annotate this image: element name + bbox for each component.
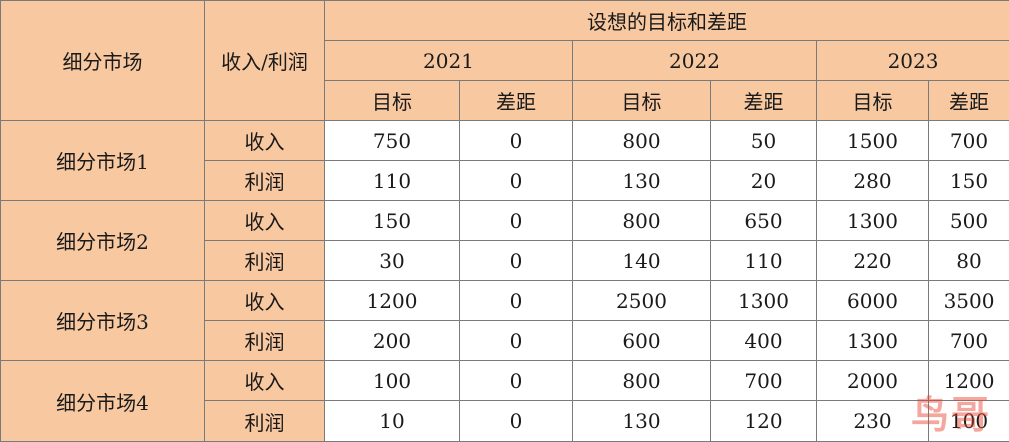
cell-target-2021: 200	[325, 321, 460, 361]
header-metric: 收入/利润	[205, 1, 325, 121]
table-row: 细分市场2 收入 150 0 800 650 1300 500	[1, 201, 1009, 241]
metric-label: 利润	[205, 161, 325, 201]
cell-target-2023: 6000	[817, 281, 929, 321]
cell-gap-2023: 700	[929, 121, 1009, 161]
cell-gap-2022: 700	[711, 361, 817, 401]
header-target-2021: 目标	[325, 81, 460, 121]
cell-target-2022: 130	[573, 401, 711, 442]
cell-gap-2023: 3500	[929, 281, 1009, 321]
cell-target-2022: 130	[573, 161, 711, 201]
segment-name: 细分市场4	[1, 361, 205, 442]
cell-gap-2021: 0	[460, 121, 573, 161]
cell-target-2022: 140	[573, 241, 711, 281]
cell-target-2021: 750	[325, 121, 460, 161]
cell-gap-2021: 0	[460, 321, 573, 361]
cell-target-2022: 600	[573, 321, 711, 361]
cell-target-2023: 1300	[817, 321, 929, 361]
cell-gap-2022: 400	[711, 321, 817, 361]
cell-gap-2022: 20	[711, 161, 817, 201]
header-target-2023: 目标	[817, 81, 929, 121]
cell-gap-2023: 80	[929, 241, 1009, 281]
cell-gap-2021: 0	[460, 161, 573, 201]
cell-target-2023: 220	[817, 241, 929, 281]
segment-name: 细分市场1	[1, 121, 205, 201]
header-gap-2023: 差距	[929, 81, 1009, 121]
table-row: 细分市场3 收入 1200 0 2500 1300 6000 3500	[1, 281, 1009, 321]
metric-label: 利润	[205, 321, 325, 361]
cell-gap-2023: 500	[929, 201, 1009, 241]
cell-target-2021: 110	[325, 161, 460, 201]
metric-label: 利润	[205, 401, 325, 442]
cell-gap-2021: 0	[460, 201, 573, 241]
header-target-2022: 目标	[573, 81, 711, 121]
metric-label: 收入	[205, 201, 325, 241]
cell-target-2021: 1200	[325, 281, 460, 321]
cell-gap-2022: 50	[711, 121, 817, 161]
cell-target-2023: 1500	[817, 121, 929, 161]
cell-gap-2023: 700	[929, 321, 1009, 361]
segment-name: 细分市场3	[1, 281, 205, 361]
metric-label: 利润	[205, 241, 325, 281]
header-segment: 细分市场	[1, 1, 205, 121]
cell-target-2022: 800	[573, 121, 711, 161]
cell-gap-2023: 150	[929, 161, 1009, 201]
header-gap-2022: 差距	[711, 81, 817, 121]
table-row: 细分市场4 收入 100 0 800 700 2000 1200	[1, 361, 1009, 401]
cell-gap-2021: 0	[460, 241, 573, 281]
header-gap-2021: 差距	[460, 81, 573, 121]
cell-gap-2021: 0	[460, 401, 573, 442]
cell-target-2021: 10	[325, 401, 460, 442]
metric-label: 收入	[205, 121, 325, 161]
cell-target-2022: 800	[573, 361, 711, 401]
segment-name: 细分市场2	[1, 201, 205, 281]
cell-gap-2022: 650	[711, 201, 817, 241]
cell-target-2022: 2500	[573, 281, 711, 321]
cell-target-2023: 280	[817, 161, 929, 201]
cell-target-2021: 100	[325, 361, 460, 401]
header-year-2023: 2023	[817, 41, 1009, 81]
table-body: 细分市场1 收入 750 0 800 50 1500 700 利润 110 0 …	[1, 121, 1009, 442]
metric-label: 收入	[205, 281, 325, 321]
cell-gap-2021: 0	[460, 281, 573, 321]
cell-target-2023: 230	[817, 401, 929, 442]
cell-gap-2022: 120	[711, 401, 817, 442]
cell-target-2021: 150	[325, 201, 460, 241]
cell-gap-2022: 110	[711, 241, 817, 281]
metric-label: 收入	[205, 361, 325, 401]
cell-target-2023: 2000	[817, 361, 929, 401]
cell-target-2022: 800	[573, 201, 711, 241]
cell-target-2023: 1300	[817, 201, 929, 241]
cell-gap-2021: 0	[460, 361, 573, 401]
header-year-2022: 2022	[573, 41, 817, 81]
header-group-title: 设想的目标和差距	[325, 1, 1009, 41]
cell-gap-2022: 1300	[711, 281, 817, 321]
table-row: 细分市场1 收入 750 0 800 50 1500 700	[1, 121, 1009, 161]
header-year-2021: 2021	[325, 41, 573, 81]
cell-gap-2023: 1200	[929, 361, 1009, 401]
cell-gap-2023: 100	[929, 401, 1009, 442]
cell-target-2021: 30	[325, 241, 460, 281]
